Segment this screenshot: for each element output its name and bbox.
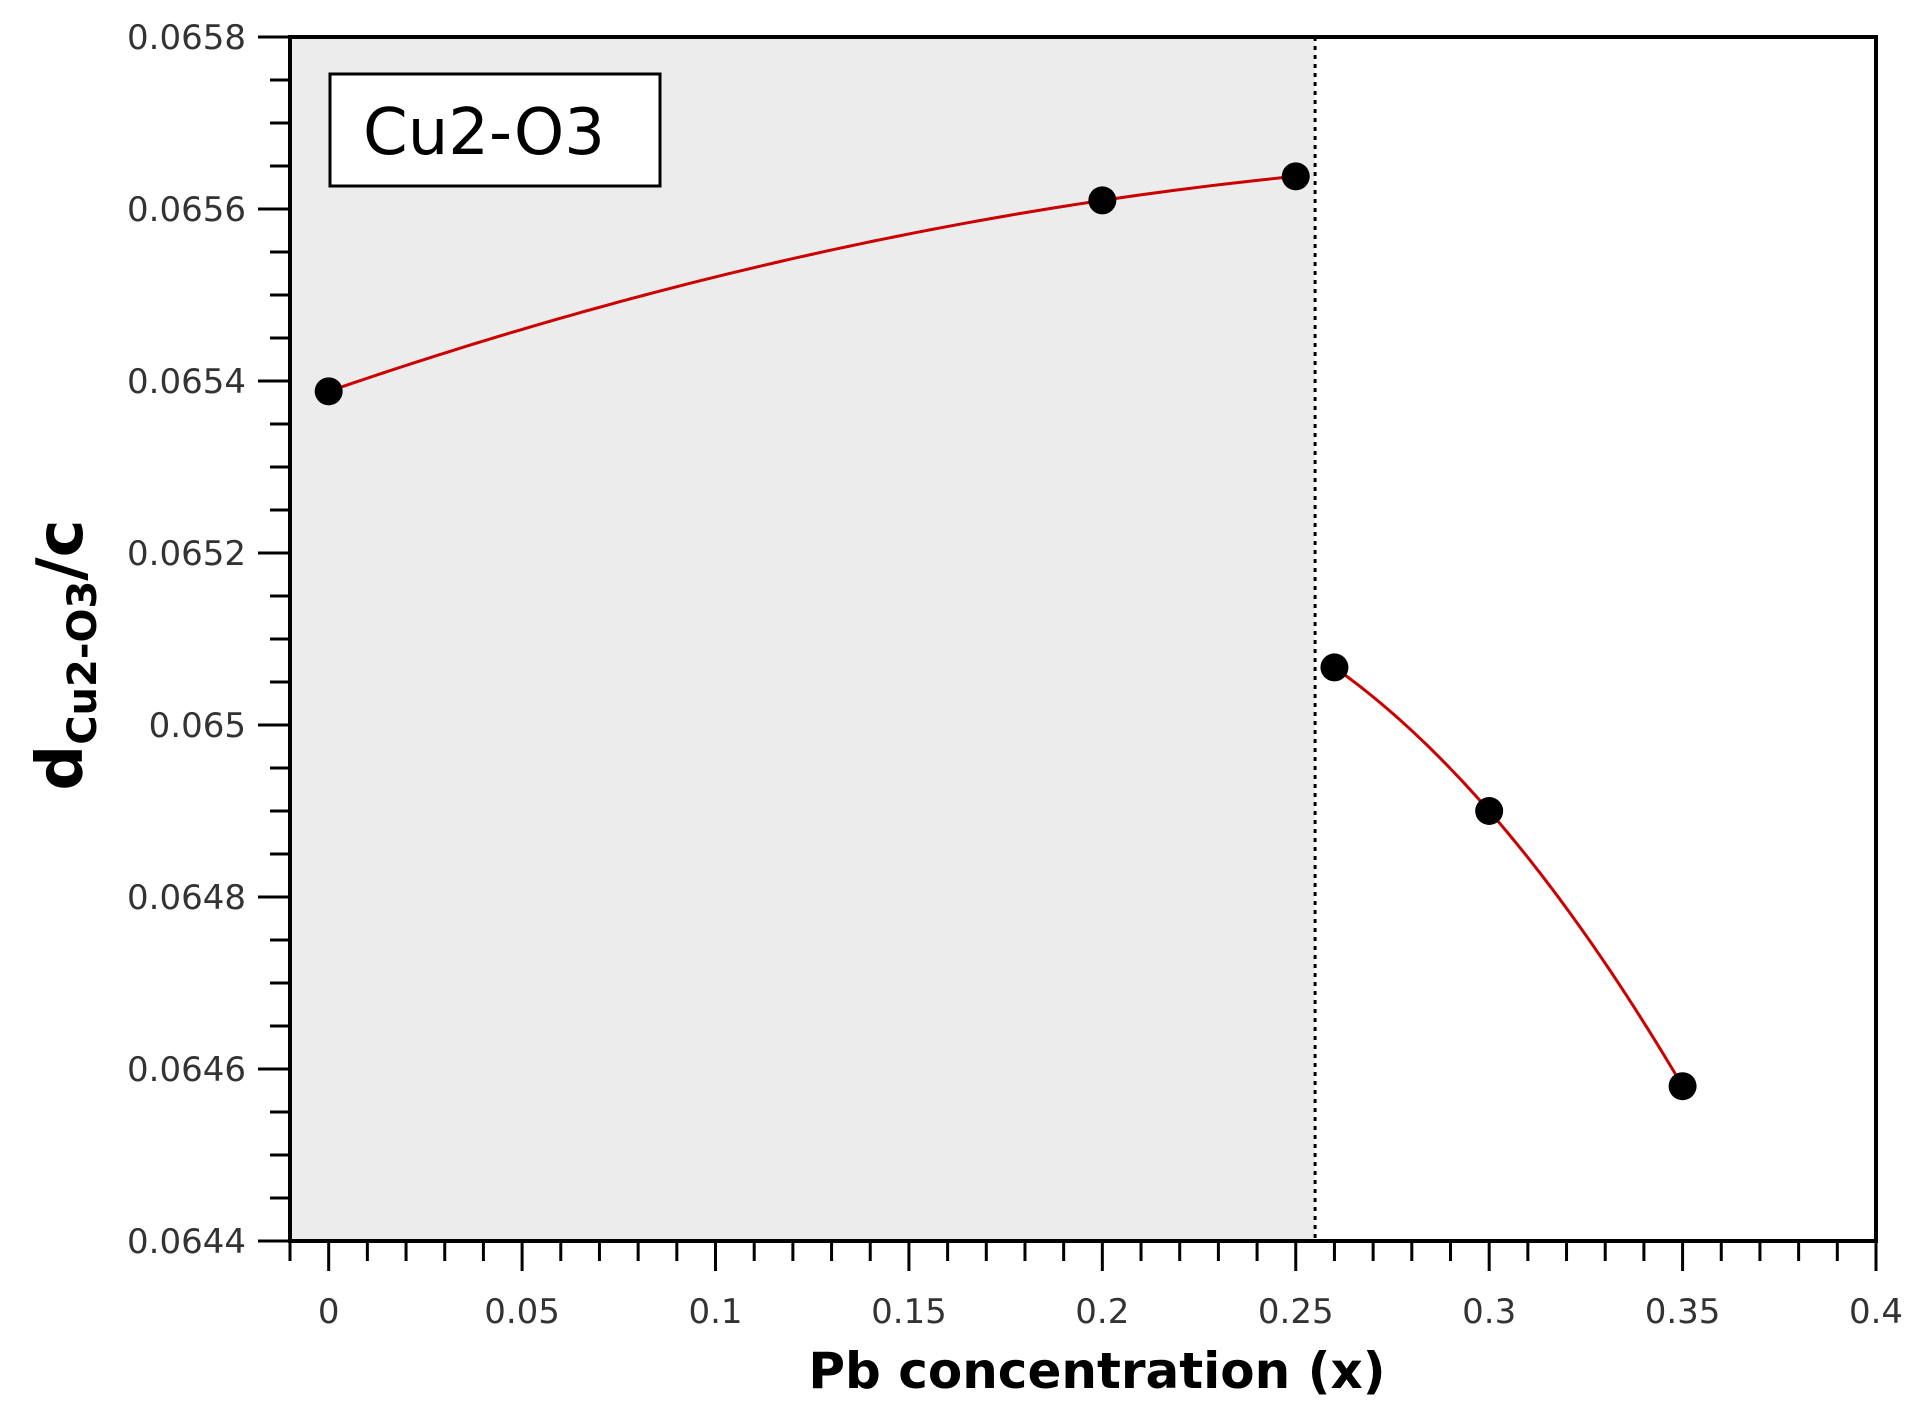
- y-tick-label: 0.065: [149, 706, 246, 746]
- x-tick-label: 0.35: [1645, 1292, 1721, 1332]
- y-tick-label: 0.0656: [127, 190, 246, 230]
- legend-box: [328, 72, 662, 188]
- data-point-1-3: [1281, 162, 1310, 191]
- x-tick-label: 0.25: [1258, 1292, 1334, 1332]
- y-tick-label: 0.0648: [127, 878, 246, 918]
- data-point-2-3: [1668, 1072, 1697, 1101]
- data-point-1-1: [314, 377, 343, 406]
- axes-layer: 0.0644 0.0646 0.0648 0.065 0.0652 0.0654 0.065…: [127, 18, 1903, 1332]
- shaded-region-layer: [290, 37, 1317, 1241]
- y-tick-label: 0.0646: [127, 1050, 246, 1090]
- x-tick-label: 0.1: [688, 1292, 742, 1332]
- y-axis-title-tail: /c: [24, 519, 98, 580]
- y-tick-label: 0.0644: [127, 1222, 246, 1262]
- data-point-2-1: [1320, 653, 1349, 682]
- data-point-1-2: [1088, 186, 1117, 215]
- fit-curve-1: [328, 174, 1296, 393]
- x-tick-label: 0.2: [1075, 1292, 1129, 1332]
- fit-curve-2: [1333, 666, 1684, 1087]
- y-tick-label: 0.0652: [127, 534, 246, 574]
- shaded-region: [290, 37, 1316, 1241]
- x-tick-label: 0.15: [871, 1292, 947, 1332]
- x-axis-title: Pb concentration (x): [808, 1342, 1385, 1400]
- y-axis-title: dCu2-O3/c: [24, 519, 106, 790]
- legend-layer: Cu2-O3: [328, 72, 662, 188]
- x-tick-label: 0.4: [1849, 1292, 1903, 1332]
- legend-box-label: Cu2-O3: [363, 96, 605, 170]
- y-tick-label: 0.0658: [127, 18, 246, 58]
- x-tick-label: 0: [318, 1292, 340, 1332]
- x-tick-label: 0.05: [484, 1292, 560, 1332]
- data-point-2-2: [1475, 797, 1504, 825]
- data-points-layer: [314, 162, 1697, 1101]
- y-tick-label: 0.0654: [127, 362, 246, 402]
- fit-curves-layer: [328, 174, 1684, 1087]
- y-axis-title-main: d: [24, 745, 98, 791]
- y-axis-title-subscript: Cu2-O3: [60, 581, 106, 745]
- x-tick-label: 0.3: [1462, 1292, 1516, 1332]
